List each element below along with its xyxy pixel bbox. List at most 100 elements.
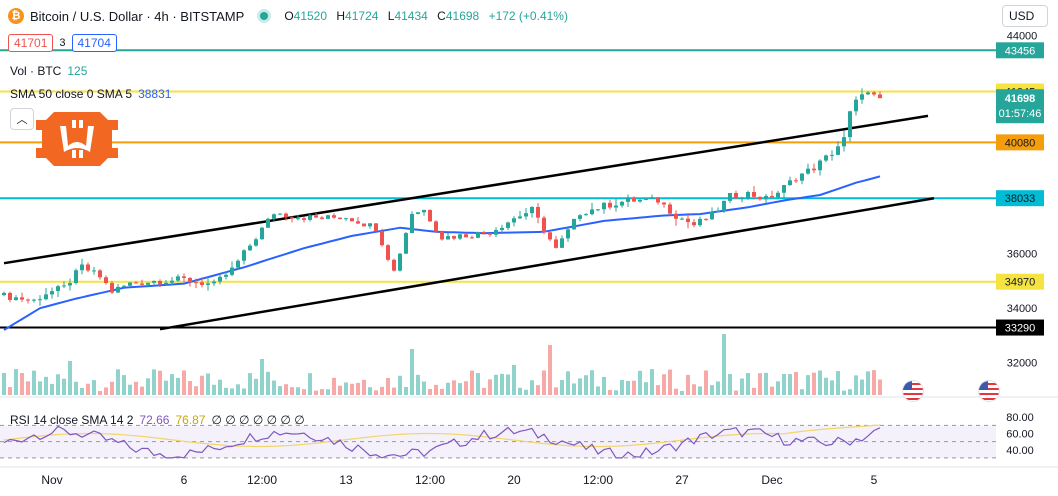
level-badge: [996, 319, 1044, 336]
level-badge: [996, 190, 1044, 207]
volume-bar: [578, 378, 582, 395]
volume-bar: [332, 377, 336, 395]
candle: [230, 267, 234, 275]
candle: [578, 215, 582, 219]
volume-bar: [680, 390, 684, 395]
symbol-title[interactable]: Bitcoin / U.S. Dollar · 4h · BITSTAMP: [30, 8, 245, 24]
candle: [794, 180, 798, 182]
rsi-tick-label: 80.00: [1006, 412, 1034, 424]
volume-bar: [608, 389, 612, 395]
candle: [800, 173, 804, 181]
trendline: [159, 197, 935, 331]
candle: [128, 282, 132, 286]
candle: [770, 196, 774, 198]
candle: [278, 213, 282, 215]
volume-bar: [338, 385, 342, 395]
candle: [542, 217, 546, 233]
currency-select[interactable]: USD: [1002, 5, 1048, 27]
candle: [536, 206, 540, 218]
volume-bar: [722, 334, 726, 395]
candle: [182, 276, 186, 278]
volume-bar: [272, 380, 276, 395]
volume-bar: [476, 373, 480, 395]
volume-bar: [404, 386, 408, 395]
candle: [440, 231, 444, 240]
level-label: 33290: [1005, 323, 1036, 335]
volume-bar: [410, 349, 414, 395]
volume-bar: [146, 378, 150, 395]
candle: [8, 292, 12, 300]
candle: [512, 218, 516, 223]
volume-bar: [8, 387, 12, 395]
sma-legend[interactable]: SMA 50 close 0 SMA 5 38831: [10, 87, 171, 101]
candle: [212, 281, 216, 284]
candle: [266, 218, 270, 228]
candle: [848, 111, 852, 138]
volume-legend[interactable]: Vol · BTC 125: [10, 64, 87, 78]
volume-bar: [320, 389, 324, 395]
candle: [506, 222, 510, 228]
volume-bar: [452, 380, 456, 395]
volume-bar: [674, 388, 678, 395]
candle: [242, 250, 246, 261]
candle: [476, 231, 480, 238]
volume-bar: [560, 380, 564, 395]
candle: [530, 206, 534, 214]
volume-bar: [524, 389, 528, 395]
level-label: 40080: [1005, 137, 1036, 149]
us-flag-icon[interactable]: [902, 380, 924, 402]
candle: [386, 245, 390, 260]
volume-bar: [794, 371, 798, 395]
time-tick-label: 12:00: [583, 473, 613, 487]
candle: [308, 215, 312, 220]
time-tick-label: Nov: [41, 473, 62, 487]
sell-button[interactable]: 41701: [8, 34, 54, 52]
candle: [194, 282, 198, 284]
candle: [614, 205, 618, 208]
volume-bar: [284, 384, 288, 395]
candle: [122, 285, 126, 287]
volume-bar: [194, 386, 198, 395]
volume-bar: [632, 380, 636, 395]
candle: [704, 218, 708, 220]
volume-bar: [650, 369, 654, 395]
volume-bar: [770, 386, 774, 395]
rsi-legend[interactable]: RSI 14 close SMA 14 2 72.66 76.87 ∅ ∅ ∅ ∅ ∅…: [10, 413, 305, 427]
volume-bar: [500, 373, 504, 395]
volume-bar: [86, 383, 90, 395]
buy-button[interactable]: 41704: [71, 34, 117, 52]
candle: [428, 209, 432, 222]
collapse-legend-button[interactable]: ︿: [10, 108, 34, 130]
candle: [50, 291, 54, 295]
rsi-sma-value: 76.87: [175, 413, 206, 427]
candle: [206, 283, 210, 285]
volume-bar: [542, 370, 546, 395]
candle: [746, 191, 750, 199]
time-tick-label: 13: [339, 473, 353, 487]
candle: [434, 221, 438, 232]
volume-bar: [758, 373, 762, 395]
candle: [92, 270, 96, 272]
volume-bar: [44, 376, 48, 395]
volume-bar: [734, 390, 738, 395]
high-value: 41724: [345, 9, 379, 23]
volume-bar: [746, 373, 750, 395]
candle: [674, 213, 678, 219]
volume-bar: [614, 390, 618, 395]
volume-bar: [584, 375, 588, 395]
volume-bar: [686, 374, 690, 395]
candle: [680, 218, 684, 220]
volume-bar: [434, 384, 438, 395]
open-value: 41520: [293, 9, 328, 23]
candle: [116, 286, 120, 293]
time-tick-label: 20: [507, 473, 521, 487]
candle: [446, 236, 450, 240]
candle: [872, 92, 876, 95]
candle: [824, 155, 828, 161]
us-flag-icon[interactable]: [978, 380, 1000, 402]
volume-bar: [398, 375, 402, 395]
volume-bar: [254, 378, 258, 395]
volume-bar: [800, 389, 804, 395]
candle: [290, 217, 294, 219]
